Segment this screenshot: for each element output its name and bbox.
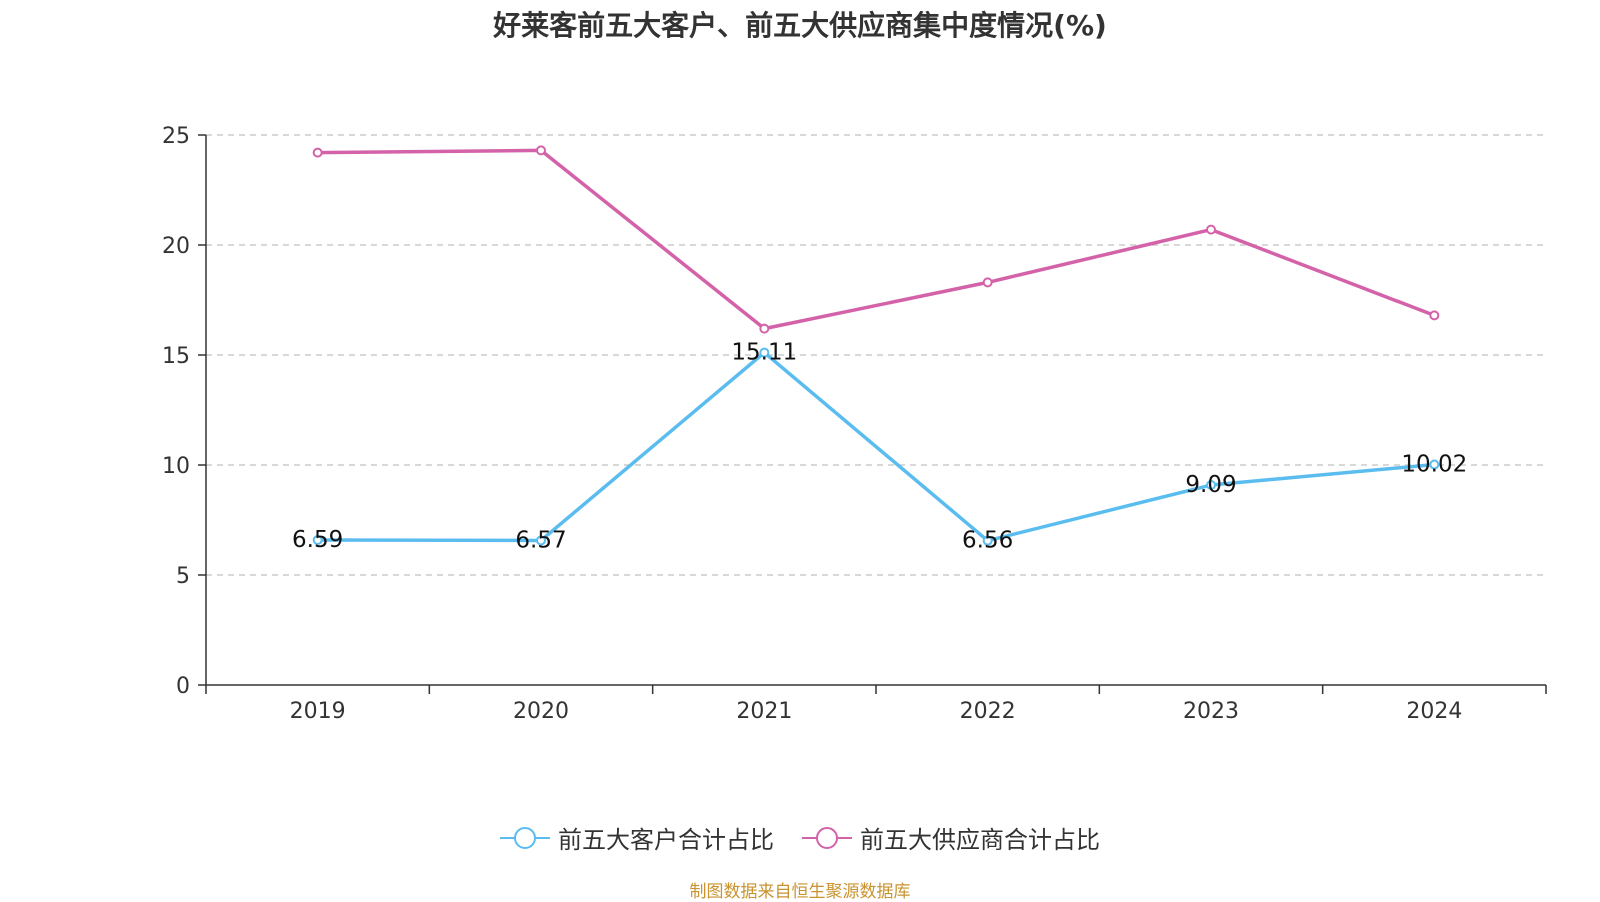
source-note: 制图数据来自恒生聚源数据库 xyxy=(689,882,911,902)
y-tick-label: 15 xyxy=(162,344,190,369)
data-label: 10.02 xyxy=(1401,452,1467,478)
legend-label-customers: 前五大客户合计占比 xyxy=(558,826,774,854)
data-label: 6.59 xyxy=(292,527,343,553)
y-tick-label: 5 xyxy=(176,564,190,589)
legend-label-suppliers: 前五大供应商合计占比 xyxy=(860,826,1100,854)
y-tick-label: 0 xyxy=(176,674,190,699)
y-tick-label: 25 xyxy=(162,124,190,149)
data-point xyxy=(1206,480,1216,491)
x-tick-label: 2021 xyxy=(736,699,792,724)
data-point xyxy=(1429,459,1440,470)
data-point xyxy=(759,323,770,334)
data-point xyxy=(312,535,323,546)
legend-customers-marker-icon xyxy=(500,826,550,850)
y-tick-label: 10 xyxy=(162,454,190,479)
data-label: 9.09 xyxy=(1185,472,1236,498)
series xyxy=(312,145,1440,546)
x-tick-label: 2023 xyxy=(1183,699,1239,724)
data-label: 15.11 xyxy=(731,340,797,366)
axes: 0 5 10 15 20 25 2019 2020 2021 2022 2023 2024 xyxy=(162,124,1547,724)
data-point xyxy=(982,535,993,546)
legend-item-customers[interactable]: 前五大客户合计占比 xyxy=(500,820,774,855)
data-point xyxy=(536,535,546,546)
x-tick-label: 2019 xyxy=(290,699,346,724)
data-point xyxy=(982,277,993,288)
data-label: 6.57 xyxy=(515,527,566,553)
data-point xyxy=(536,145,546,156)
data-point xyxy=(1429,310,1440,321)
legend-suppliers-marker-icon xyxy=(802,826,852,850)
legend-item-suppliers[interactable]: 前五大供应商合计占比 xyxy=(802,820,1100,855)
data-point xyxy=(759,347,770,358)
series-line-0 xyxy=(317,350,1435,543)
series-line-1 xyxy=(317,148,1435,331)
gridlines xyxy=(206,134,1546,576)
data-point xyxy=(312,147,323,158)
data-point xyxy=(1206,224,1216,235)
legend: 前五大客户合计占比 前五大供应商合计占比 xyxy=(0,820,1600,855)
data-labels: 6.59 6.57 15.11 6.56 9.09 10.02 xyxy=(292,340,1467,554)
x-tick-label: 2022 xyxy=(960,699,1016,724)
y-tick-label: 20 xyxy=(162,234,190,259)
x-tick-label: 2020 xyxy=(513,699,569,724)
x-tick-label: 2024 xyxy=(1406,699,1462,724)
chart-title: 好莱客前五大客户、前五大供应商集中度情况(%) xyxy=(493,9,1107,42)
data-label: 6.56 xyxy=(962,528,1013,554)
